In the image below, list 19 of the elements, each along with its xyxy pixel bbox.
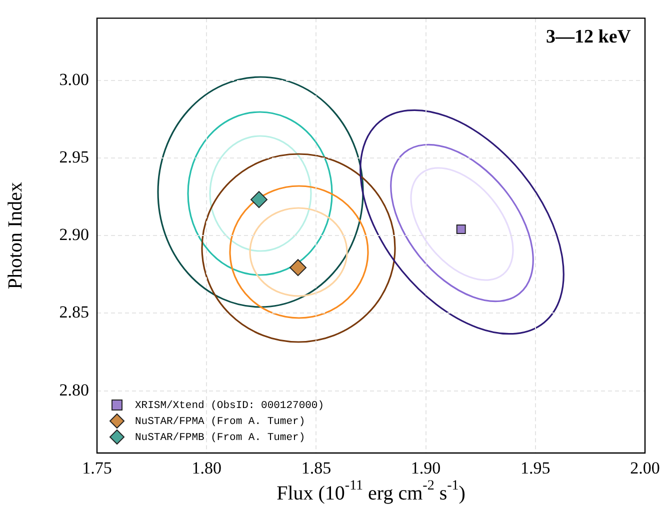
point [290,259,307,276]
legend-label: NuSTAR/FPMB (From A. Tumer) [135,432,306,444]
legend-label: NuSTAR/FPMA (From A. Tumer) [135,416,306,428]
y-axis-title: Photon Index [4,182,26,290]
y-tick-label: 2.90 [59,225,89,244]
y-tick-label: 2.85 [59,302,89,322]
x-tick-label: 1.85 [301,458,332,478]
y-tick-label: 3.00 [59,70,89,89]
x-tick-label: 1.90 [410,458,441,478]
y-tick-label: 2.80 [59,380,89,400]
y-tick-label: 2.95 [59,147,89,166]
point [250,191,268,208]
legend-label: XRISM/Xtend (ObsID: 000127000) [135,400,324,412]
chart-title: 3—12 keV [546,26,632,48]
x-tick-label: 1.95 [520,458,550,478]
x-tick-label: 1.80 [192,458,222,478]
point [456,224,466,234]
x-tick-label: 1.75 [82,458,112,478]
x-tick-label: 2.00 [630,458,660,478]
